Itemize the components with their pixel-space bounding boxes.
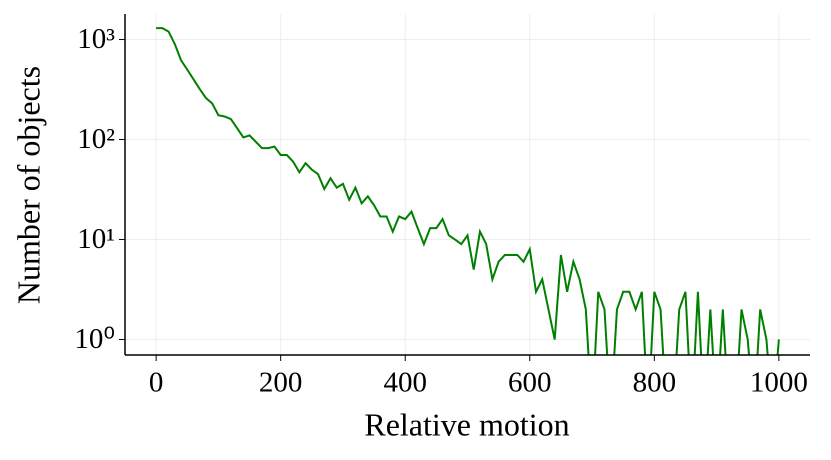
y-tick-label: 10¹ [77,223,115,255]
y-tick-label: 10² [77,123,115,155]
x-tick-label: 400 [383,367,427,399]
data-line [156,27,780,355]
x-tick-label: 200 [259,367,303,399]
y-tick-label: 10⁰ [74,323,115,355]
x-axis-label: Relative motion [364,406,569,442]
x-tick-label: 800 [633,367,677,399]
grid [125,14,810,355]
plot-area [156,27,780,355]
x-tick-label: 0 [149,367,164,399]
x-tick-label: 600 [508,367,552,399]
x-tick-label: 1000 [750,367,808,399]
y-axis-label: Number of objects [10,66,46,304]
y-tick-label: 10³ [77,23,115,55]
